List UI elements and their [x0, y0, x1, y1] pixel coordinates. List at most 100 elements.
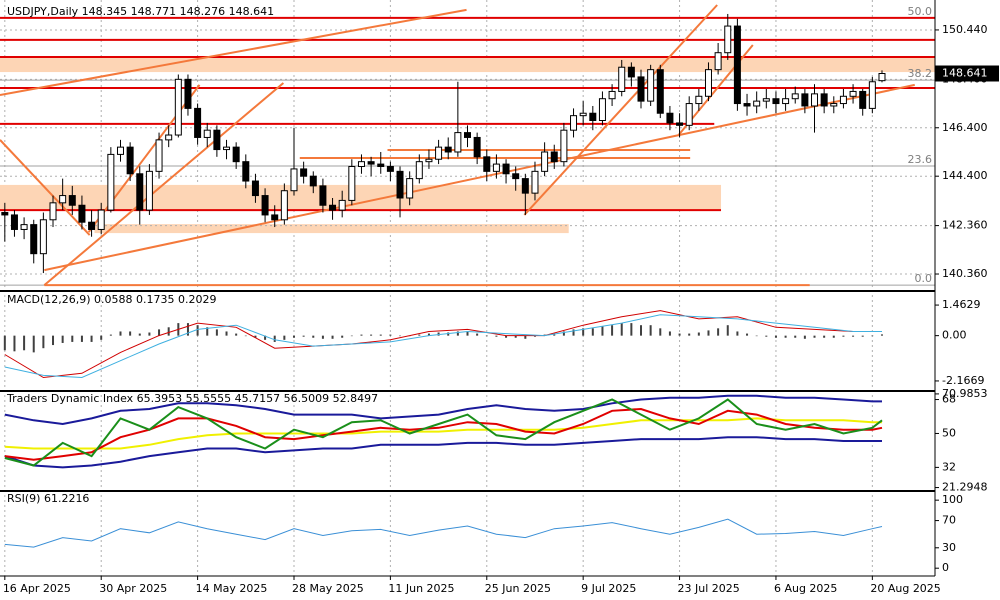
candle-body: [194, 107, 202, 138]
y-tick-label: 0.00: [942, 329, 967, 342]
candle-body: [560, 129, 568, 163]
candle-body: [415, 161, 423, 180]
macd-bar: [80, 335, 83, 342]
candle-body: [357, 161, 365, 168]
y-tick-label: 142.360: [942, 219, 988, 232]
macd-bar: [697, 332, 700, 336]
candle-body: [107, 153, 115, 211]
macd-bar: [119, 331, 122, 336]
trend-line: [44, 83, 915, 272]
candle-body: [386, 166, 394, 172]
candle-body: [878, 73, 886, 82]
candle-body: [396, 170, 404, 199]
macd-bar: [206, 327, 209, 336]
last-price-label: 148.641: [942, 67, 988, 80]
macd-bar: [225, 331, 228, 336]
x-tick-label: 14 May 2025: [196, 582, 268, 595]
candle-body: [647, 69, 655, 102]
candle-body: [145, 170, 153, 211]
candle-body: [271, 214, 279, 221]
candle-body: [541, 151, 549, 172]
macd-bar: [640, 325, 643, 336]
x-tick-label: 16 Apr 2025: [3, 582, 71, 595]
candle-body: [676, 122, 684, 126]
candle-body: [521, 178, 529, 194]
indicator-line: [4, 314, 882, 379]
candle-body: [116, 146, 124, 155]
candle-body: [598, 98, 606, 122]
candle-body: [68, 195, 76, 206]
macd-bar: [659, 328, 662, 336]
candle-body: [78, 204, 86, 223]
macd-bar: [485, 335, 488, 337]
x-tick-label: 30 Apr 2025: [99, 582, 167, 595]
macd-bar: [726, 325, 729, 336]
candle-body: [261, 195, 269, 216]
macd-bar: [283, 335, 286, 340]
candle-body: [300, 168, 308, 177]
macd-bar: [13, 335, 16, 352]
price-zone: [0, 58, 935, 73]
candle-body: [502, 163, 510, 175]
macd-bar: [842, 335, 845, 337]
macd-bar: [466, 331, 469, 336]
y-tick-label: 32: [942, 460, 956, 473]
candle-body: [338, 199, 346, 211]
macd-bar: [880, 334, 883, 336]
macd-bar: [794, 335, 797, 338]
candle-body: [10, 214, 18, 230]
macd-bar: [591, 328, 594, 336]
macd-bar: [582, 328, 585, 336]
macd-bar: [215, 329, 218, 336]
macd-bar: [678, 333, 681, 336]
macd-bar: [129, 331, 132, 336]
macd-bar: [254, 335, 257, 338]
candle-body: [329, 204, 337, 211]
macd-bar: [138, 333, 141, 336]
panel-title: USDJPY,Daily 148.345 148.771 148.276 148…: [7, 5, 274, 18]
candle-body: [319, 185, 327, 206]
y-tick-label: -2.1669: [942, 374, 984, 387]
indicator-line: [4, 310, 882, 379]
macd-bar: [620, 323, 623, 336]
candle-body: [97, 209, 105, 230]
price-zone: [94, 224, 569, 234]
trend-line: [43, 82, 285, 286]
macd-bar: [861, 335, 864, 337]
candle-body: [820, 93, 828, 107]
macd-bar: [717, 328, 720, 336]
macd-bar: [746, 333, 749, 336]
candle-body: [232, 146, 240, 163]
candle-body: [714, 52, 722, 71]
macd-bar: [774, 335, 777, 338]
indicator-line: [4, 407, 883, 461]
macd-bar: [244, 335, 247, 337]
candle-body: [251, 180, 259, 197]
x-tick-label: 28 May 2025: [292, 582, 364, 595]
candle-body: [704, 69, 712, 97]
candle-body: [290, 168, 298, 192]
candle-body: [473, 136, 481, 158]
x-tick-label: 9 Jul 2025: [581, 582, 636, 595]
macd-bar: [601, 326, 604, 336]
candle-body: [492, 163, 500, 172]
candle-body: [859, 90, 867, 109]
macd-bar: [688, 333, 691, 336]
candle-body: [242, 161, 250, 182]
y-tick-label: 70.9853: [942, 387, 988, 400]
candle-body: [444, 146, 452, 153]
macd-bar: [167, 327, 170, 336]
candle-body: [213, 129, 221, 151]
candle-body: [695, 95, 703, 105]
panel-title: MACD(12,26,9) 0.0588 0.1735 0.2029: [7, 293, 217, 306]
y-tick-label: 140.360: [942, 267, 988, 280]
candle-body: [512, 173, 520, 180]
fib-label: 0.0: [915, 272, 933, 285]
candle-body: [348, 166, 356, 201]
y-tick-label: 144.400: [942, 169, 988, 182]
candle-body: [743, 103, 751, 107]
macd-bar: [312, 335, 315, 338]
macd-bar: [52, 335, 55, 346]
y-tick-label: 146.400: [942, 121, 988, 134]
